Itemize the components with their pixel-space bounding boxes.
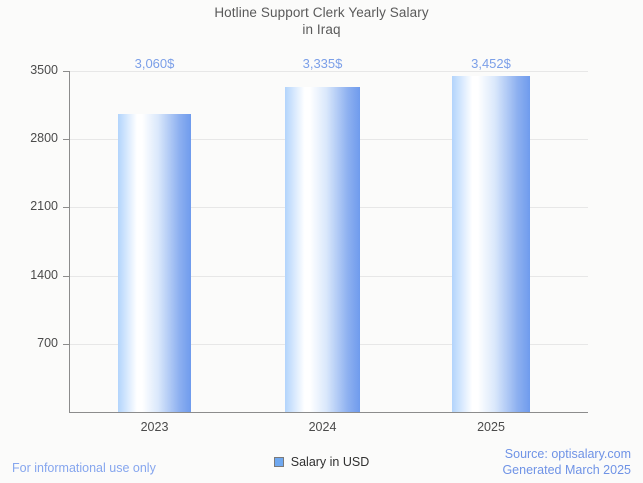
y-tick-label-3500: 3500 xyxy=(30,63,58,77)
chart-title-line-2: in Iraq xyxy=(302,22,341,37)
bar-2025[interactable] xyxy=(452,76,530,412)
y-tick-mark-3500 xyxy=(63,71,69,72)
y-tick-mark-1400 xyxy=(63,276,69,277)
y-tick-mark-2800 xyxy=(63,139,69,140)
y-tick-label-1400: 1400 xyxy=(30,268,58,282)
x-tick-label-2025: 2025 xyxy=(477,420,505,434)
bar-value-label-2024: 3,335$ xyxy=(302,56,343,71)
plot-area xyxy=(69,71,588,412)
disclaimer-text: For informational use only xyxy=(12,461,156,475)
y-tick-mark-700 xyxy=(63,344,69,345)
x-axis-line xyxy=(69,412,588,413)
bar-2023[interactable] xyxy=(118,114,191,412)
source-block: Source: optisalary.com Generated March 2… xyxy=(502,446,631,478)
chart-legend: Salary in USD xyxy=(0,455,643,469)
legend-swatch-icon xyxy=(273,457,284,467)
bar-2024[interactable] xyxy=(285,87,360,412)
bar-value-label-2025: 3,452$ xyxy=(471,56,511,71)
chart-title-line-1: Hotline Support Clerk Yearly Salary xyxy=(214,5,429,20)
x-tick-label-2024: 2024 xyxy=(308,420,337,434)
chart-title: Hotline Support Clerk Yearly Salary in I… xyxy=(0,4,643,38)
bar-value-label-2023: 3,060$ xyxy=(134,56,175,71)
generated-date-text: Generated March 2025 xyxy=(502,463,631,477)
x-tick-label-2023: 2023 xyxy=(140,420,169,434)
y-tick-label-700: 700 xyxy=(37,336,58,350)
source-text: Source: optisalary.com xyxy=(504,447,631,461)
y-tick-mark-2100 xyxy=(63,207,69,208)
y-tick-label-2800: 2800 xyxy=(30,131,58,145)
legend-item-label: Salary in USD xyxy=(290,455,370,469)
legend-item-salary-in-usd[interactable]: Salary in USD xyxy=(273,455,370,469)
y-tick-label-2100: 2100 xyxy=(30,199,58,213)
y-axis-line xyxy=(69,71,70,413)
gridline-3500 xyxy=(69,71,588,72)
